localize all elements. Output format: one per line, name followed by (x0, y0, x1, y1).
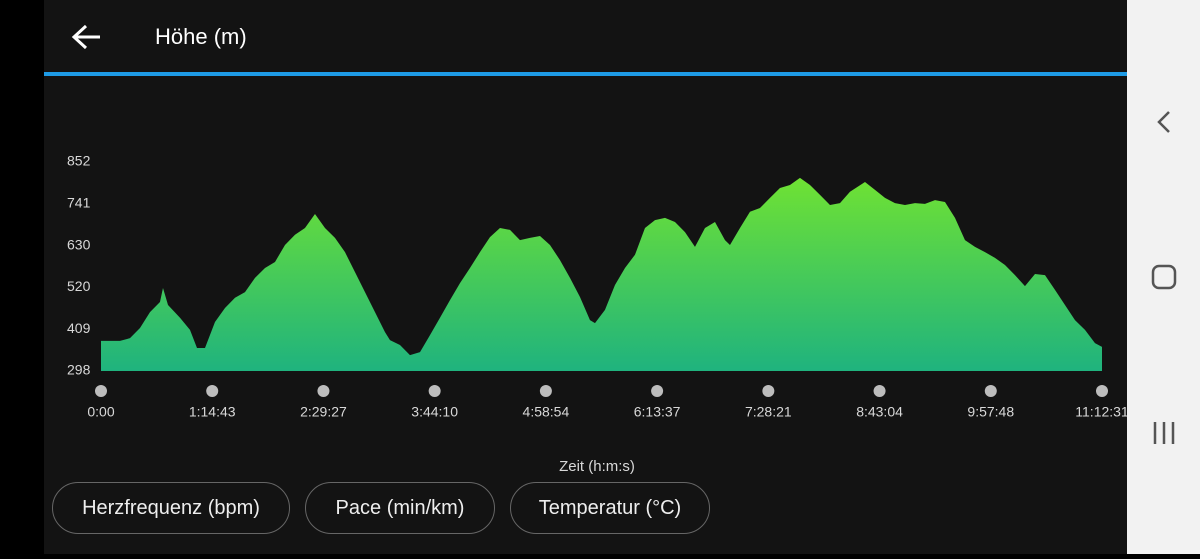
x-tick-dot (651, 385, 664, 397)
x-tick-label: 6:13:37 (634, 404, 681, 420)
metric-button[interactable]: Temperatur (°C) (510, 482, 710, 534)
page-title: Höhe (m) (155, 24, 247, 49)
y-tick-label: 409 (67, 320, 91, 336)
x-tick-label: 7:28:21 (745, 404, 792, 420)
x-tick-label: 2:29:27 (300, 404, 347, 420)
x-tick-label: 0:00 (87, 404, 114, 420)
x-tick-dot (317, 385, 330, 397)
x-tick-label: 9:57:48 (967, 404, 1014, 420)
metric-button[interactable]: Herzfrequenz (bpm) (52, 482, 290, 534)
header-underline (44, 72, 1127, 76)
x-tick-dot (95, 385, 107, 397)
y-tick-label: 852 (67, 153, 91, 169)
x-tick-dot (428, 385, 441, 397)
nav-home[interactable] (1151, 264, 1177, 290)
x-tick-label: 8:43:04 (856, 404, 903, 420)
x-tick-label: 1:14:43 (189, 404, 236, 420)
x-tick-label: 11:12:31 (1075, 404, 1127, 420)
x-tick-dot (762, 385, 775, 397)
elevation-area (101, 177, 1102, 371)
chart: Höhe (m) Zeit (h:m:s) 298 409 520 630 741 852… (44, 24, 1127, 475)
y-tick-label: 298 (67, 362, 91, 378)
back-button[interactable] (71, 24, 100, 50)
nav-recent[interactable] (1153, 422, 1175, 444)
x-tick-label: 4:58:54 (523, 404, 570, 420)
x-tick-dot (984, 385, 997, 397)
x-tick-dot (873, 385, 886, 397)
nav-back[interactable] (1157, 111, 1170, 133)
metric-button[interactable]: Pace (min/km) (305, 482, 495, 534)
nav-bar (1127, 0, 1200, 554)
y-tick-label: 630 (67, 236, 91, 252)
y-tick-label: 741 (67, 195, 91, 211)
x-tick-label: 3:44:10 (411, 404, 458, 420)
nav-icons (1151, 111, 1177, 444)
x-tick-dot (1096, 385, 1108, 397)
x-axis-label: Zeit (h:m:s) (559, 458, 635, 475)
x-tick-dot (539, 385, 552, 397)
y-tick-label: 520 (67, 278, 91, 294)
x-tick-dot (206, 385, 219, 397)
